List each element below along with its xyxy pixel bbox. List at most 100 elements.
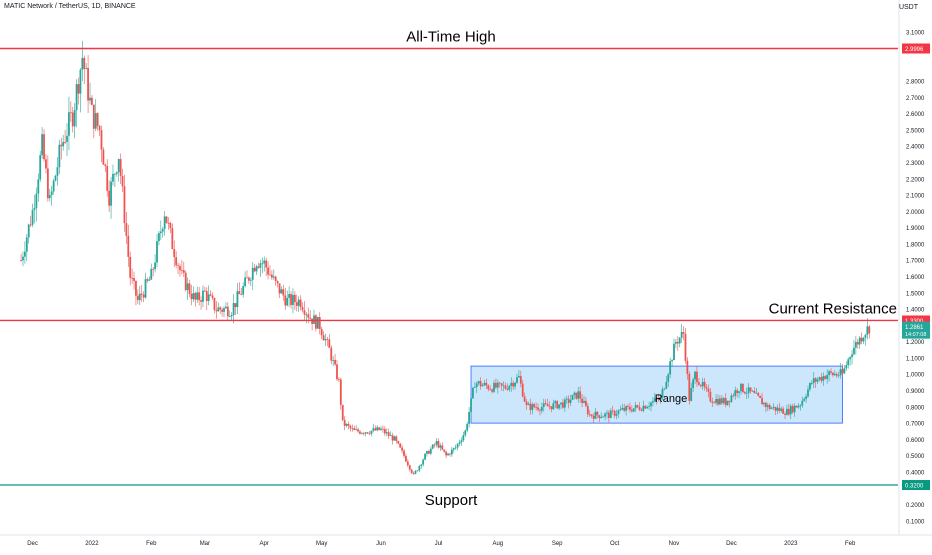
candle-body bbox=[190, 293, 193, 300]
candle-body bbox=[445, 451, 448, 456]
y-tick-label: 1.1000 bbox=[906, 356, 925, 362]
candle-body bbox=[824, 376, 827, 379]
candle-body bbox=[426, 451, 428, 454]
candle-body bbox=[592, 416, 595, 419]
candle-body bbox=[799, 405, 802, 407]
candle-body bbox=[83, 57, 86, 69]
candle-body bbox=[732, 395, 735, 397]
candle-body bbox=[705, 387, 708, 389]
candle-body bbox=[849, 357, 852, 360]
candle-body bbox=[257, 266, 260, 268]
y-tick-label: 2.6000 bbox=[906, 112, 925, 118]
candle-body bbox=[866, 326, 869, 335]
candle-body bbox=[307, 314, 310, 318]
candle-body bbox=[242, 286, 245, 295]
candle-body bbox=[406, 461, 409, 466]
candle-body bbox=[437, 441, 440, 448]
candle-body bbox=[786, 408, 788, 415]
candle-body bbox=[853, 347, 855, 355]
candle-body bbox=[385, 432, 388, 434]
candle-body bbox=[774, 406, 777, 411]
candle-body bbox=[161, 228, 164, 232]
candle-body bbox=[665, 381, 668, 389]
candle-body bbox=[795, 405, 798, 408]
candle-body bbox=[368, 433, 371, 435]
candle-body bbox=[506, 388, 509, 390]
y-tick-label: 1.0000 bbox=[906, 373, 925, 379]
candle-body bbox=[763, 402, 765, 405]
candle-body bbox=[25, 237, 28, 252]
candle-body bbox=[91, 97, 93, 105]
candle-body bbox=[66, 135, 68, 142]
candle-body bbox=[523, 396, 526, 402]
candle-body bbox=[531, 404, 534, 411]
candle-body bbox=[701, 381, 704, 387]
candle-body bbox=[410, 469, 413, 473]
candle-body bbox=[359, 431, 361, 434]
candle-body bbox=[121, 176, 124, 187]
candle-body bbox=[642, 405, 645, 411]
candle-body bbox=[510, 382, 513, 386]
candle-body bbox=[676, 341, 679, 344]
candle-body bbox=[50, 191, 53, 196]
candle-body bbox=[144, 279, 147, 298]
candle-body bbox=[500, 383, 503, 386]
candle-body bbox=[338, 379, 340, 380]
candle-body bbox=[646, 406, 649, 409]
candle-body bbox=[441, 445, 444, 450]
candle-body bbox=[119, 159, 122, 177]
candle-body bbox=[175, 257, 178, 266]
candle-body bbox=[613, 410, 616, 416]
candle-body bbox=[343, 419, 346, 426]
candle-body bbox=[39, 155, 42, 180]
candle-body bbox=[667, 374, 670, 382]
candle-body bbox=[246, 277, 248, 279]
candle-body bbox=[117, 159, 120, 173]
all-time-high-label: All-Time High bbox=[406, 29, 495, 46]
candle-body bbox=[274, 276, 277, 282]
candle-body bbox=[562, 402, 564, 408]
candle-body bbox=[456, 443, 459, 448]
x-tick-label: Oct bbox=[610, 541, 620, 547]
candle-body bbox=[125, 223, 128, 236]
candle-body bbox=[393, 436, 396, 441]
candle-body bbox=[519, 376, 522, 384]
candle-body bbox=[707, 388, 710, 392]
candle-body bbox=[35, 193, 38, 208]
candle-body bbox=[571, 394, 574, 401]
candle-body bbox=[403, 450, 405, 456]
candle-body bbox=[493, 382, 495, 392]
candle-body bbox=[839, 369, 842, 376]
candle-body bbox=[290, 294, 292, 305]
candle-body bbox=[443, 449, 446, 452]
y-tick-label: 2.2000 bbox=[906, 177, 925, 183]
candle-body bbox=[370, 430, 373, 434]
candle-body bbox=[621, 407, 624, 410]
candle-body bbox=[573, 392, 576, 395]
candle-body bbox=[495, 382, 497, 388]
candle-body bbox=[655, 398, 658, 400]
candle-body bbox=[596, 411, 599, 416]
candle-body bbox=[303, 310, 306, 315]
candle-body bbox=[550, 406, 553, 410]
candle-body bbox=[267, 267, 269, 275]
candle-body bbox=[223, 308, 225, 312]
candle-body bbox=[487, 385, 490, 390]
candle-body bbox=[697, 382, 700, 385]
candle-body bbox=[110, 181, 112, 206]
y-tick-label: 1.7000 bbox=[906, 259, 925, 265]
candle-body bbox=[661, 389, 664, 397]
candle-body bbox=[318, 317, 321, 330]
candle-body bbox=[244, 277, 246, 287]
candle-body bbox=[512, 382, 515, 387]
candle-body bbox=[391, 435, 394, 441]
candle-body bbox=[690, 387, 693, 401]
candle-body bbox=[742, 383, 744, 393]
candle-body bbox=[255, 266, 258, 272]
candle-body bbox=[657, 399, 660, 400]
candle-body bbox=[424, 453, 426, 460]
candle-body bbox=[215, 310, 218, 312]
candle-body bbox=[623, 407, 626, 411]
